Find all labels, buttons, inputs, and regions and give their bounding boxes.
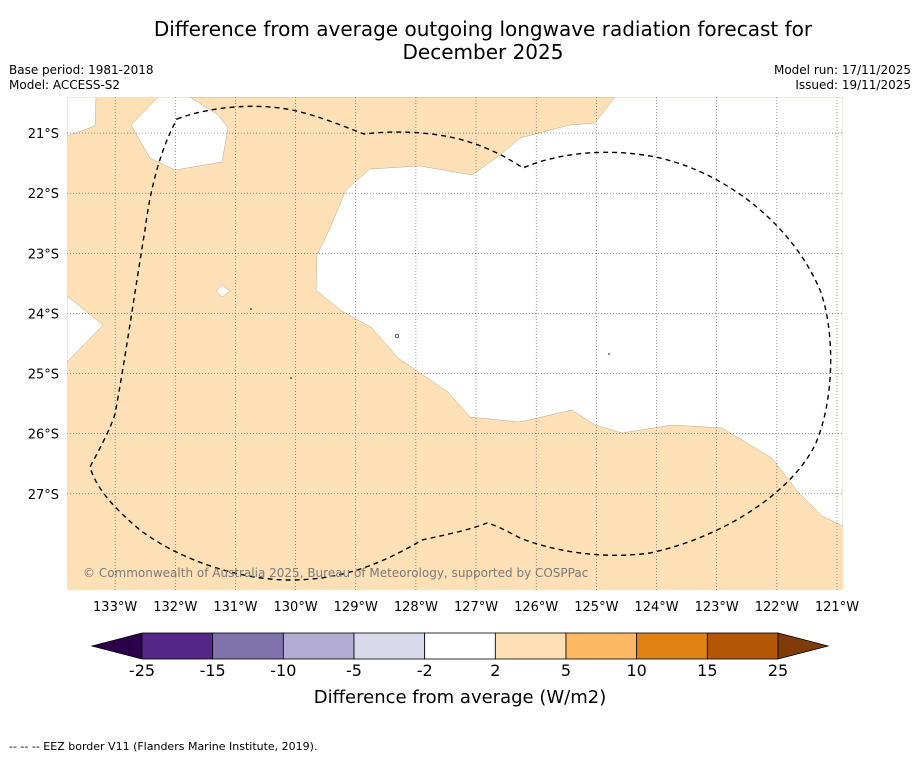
chart-title: Difference from average outgoing longwav… <box>0 18 919 64</box>
x-tick-label: 125°W <box>574 600 618 615</box>
y-tick-label: 25°S <box>28 368 59 383</box>
colorbar-bin <box>636 632 708 660</box>
colorbar-tick-label: 2 <box>490 661 500 680</box>
x-tick-label: 130°W <box>274 600 318 615</box>
y-tick-label: 22°S <box>28 187 59 202</box>
model-name: Model: ACCESS-S2 <box>9 78 121 92</box>
colorbar-bin <box>353 632 426 660</box>
colorbar-extend-high <box>777 632 830 660</box>
colorbar: -25 -15 -10 -5 -2 2 5 10 15 25 <box>90 632 830 680</box>
meta-right: Model run: 17/11/2025 Issued: 19/11/2025 <box>774 63 911 93</box>
colorbar-tick-label: 25 <box>768 661 788 680</box>
eez-footnote: -- -- -- EEZ border V11 (Flanders Marine… <box>9 740 318 753</box>
x-tick-label: 126°W <box>514 600 558 615</box>
map-panel: © Commonwealth of Australia 2025, Bureau… <box>67 97 843 590</box>
colorbar-tick-label: -10 <box>270 661 296 680</box>
x-tick-label: 131°W <box>213 600 257 615</box>
eez-border-line <box>89 105 832 581</box>
x-axis-ticks: 133°W 132°W 131°W 130°W 129°W 128°W 127°W 126°W… <box>93 600 859 615</box>
x-tick-label: 128°W <box>394 600 438 615</box>
colorbar-tick-label: -15 <box>200 661 226 680</box>
colorbar-tick-label: 5 <box>561 661 571 680</box>
issued-date: Issued: 19/11/2025 <box>795 78 911 92</box>
model-run: Model run: 17/11/2025 <box>773 63 911 77</box>
colorbar-bin <box>706 632 779 660</box>
colorbar-label: Difference from average (W/m2) <box>314 687 606 708</box>
region-near-average-island <box>215 284 231 298</box>
x-tick-label: 129°W <box>334 600 378 615</box>
x-tick-label: 133°W <box>93 600 137 615</box>
colorbar-bin <box>494 632 567 660</box>
region-near-average-northwest <box>130 97 229 171</box>
colorbar-bin <box>141 632 214 660</box>
region-near-average-central <box>190 97 843 527</box>
x-tick-label: 123°W <box>695 600 739 615</box>
region-near-average-west <box>67 97 104 363</box>
y-tick-label: 24°S <box>28 307 59 322</box>
x-tick-label: 124°W <box>634 600 678 615</box>
base-period: Base period: 1981-2018 <box>9 63 154 77</box>
colorbar-bin <box>565 632 638 660</box>
x-tick-label: 122°W <box>755 600 799 615</box>
copyright-text: © Commonwealth of Australia 2025, Bureau… <box>83 566 588 580</box>
gridlines <box>67 97 843 590</box>
title-line-1: Difference from average outgoing longwav… <box>153 17 813 41</box>
colorbar-bin <box>424 632 496 660</box>
y-tick-label: 27°S <box>28 488 59 503</box>
x-tick-label: 121°W <box>815 600 859 615</box>
y-tick-label: 26°S <box>28 428 59 443</box>
colorbar-tick-label: -25 <box>129 661 155 680</box>
colorbar-tick-label: 15 <box>697 661 717 680</box>
colorbar-extend-low <box>90 632 143 660</box>
colorbar-bin <box>212 632 284 660</box>
island-mark <box>250 308 252 310</box>
colorbar-bin <box>282 632 355 660</box>
island-mark <box>290 377 292 379</box>
meta-left: Base period: 1981-2018 Model: ACCESS-S2 <box>9 63 154 93</box>
title-line-2: December 2025 <box>402 40 564 64</box>
x-tick-label: 127°W <box>454 600 498 615</box>
y-tick-label: 23°S <box>28 247 59 262</box>
colorbar-tick-label: -2 <box>417 661 433 680</box>
colorbar-tick-label: -5 <box>346 661 362 680</box>
island-mark <box>394 333 400 339</box>
y-axis-ticks: 21°S 22°S 23°S 24°S 25°S 26°S 27°S <box>28 127 59 503</box>
colorbar-tick-label: 10 <box>626 661 646 680</box>
y-tick-label: 21°S <box>28 127 59 142</box>
x-tick-label: 132°W <box>153 600 197 615</box>
island-mark <box>608 353 610 355</box>
